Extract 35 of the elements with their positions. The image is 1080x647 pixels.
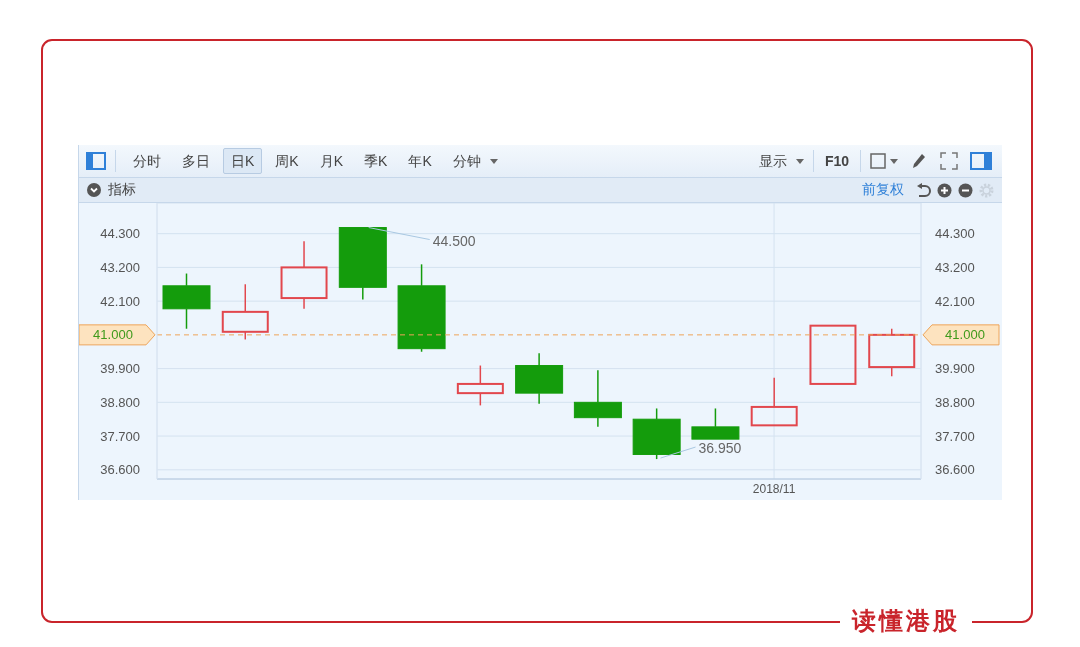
y-tick-label: 43.200	[100, 260, 140, 276]
text: 分时	[132, 152, 162, 171]
text: 周K	[274, 152, 300, 171]
y-tick-label: 39.900	[100, 361, 140, 377]
text: 多日	[181, 152, 211, 171]
y-tick-label: 42.100	[100, 293, 140, 309]
candlestick	[573, 369, 622, 428]
y2-tick-label: 43.200	[935, 260, 975, 276]
text: 指标	[108, 181, 136, 199]
annotation: 44.500	[432, 232, 476, 249]
ref-line-label: 41.000	[93, 327, 133, 343]
y2-tick-label: 38.800	[935, 394, 975, 410]
annotation: 36.950	[698, 440, 742, 457]
y2-tick-label: 39.900	[935, 361, 975, 377]
text: 月K	[318, 152, 345, 171]
y-tick-label: 36.600	[100, 462, 140, 478]
y2-tick-label: 44.300	[935, 226, 975, 242]
x-tick-label: 2018/11	[752, 481, 796, 496]
y-tick-label: 44.300	[100, 226, 140, 242]
text: 41.000	[945, 327, 985, 343]
text: 前复权	[862, 181, 904, 199]
text: 日K	[223, 148, 263, 174]
candlestick	[280, 240, 328, 310]
text: 分钟	[451, 152, 482, 171]
text: F10	[823, 153, 850, 169]
y2-tick-label: 36.600	[935, 462, 975, 478]
y-tick-label: 38.800	[100, 394, 140, 410]
text: 年K	[407, 152, 433, 171]
text: 读懂港股	[840, 606, 972, 636]
y2-tick-label: 42.100	[935, 293, 975, 309]
candlestick	[515, 352, 564, 405]
text: 显示	[757, 152, 788, 171]
y-tick-label: 37.700	[100, 428, 140, 444]
y2-tick-label: 37.700	[935, 428, 975, 444]
text: 季K	[363, 152, 389, 171]
